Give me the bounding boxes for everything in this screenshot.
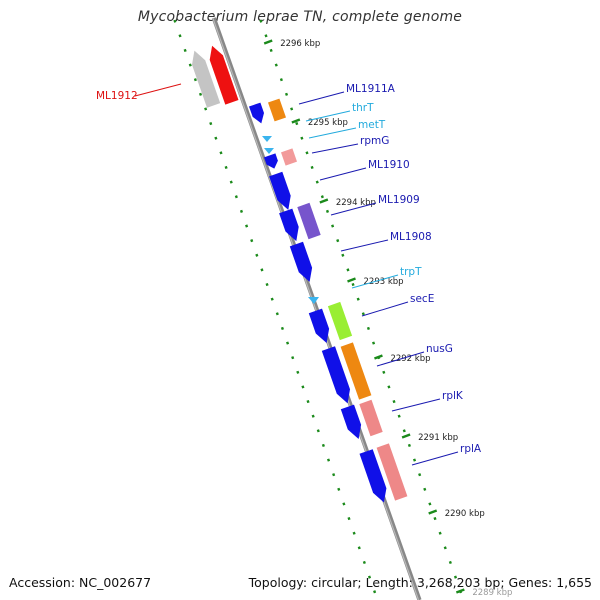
backbone-layer — [211, 17, 422, 600]
trna-mett — [264, 148, 274, 154]
gene-label[interactable]: ML1908 — [390, 231, 432, 243]
gene-leader-line — [305, 110, 351, 122]
gene-leader-line — [391, 398, 441, 412]
gene-label[interactable]: trpT — [400, 266, 422, 278]
gene-leader-line — [361, 301, 409, 317]
topology-text: Topology: circular; Length: 3,268,203 bp… — [248, 575, 592, 590]
gene-arrow-rplk — [340, 404, 362, 439]
kbp-tick-label: 2294 kbp — [336, 198, 376, 208]
gene-leader-line — [376, 351, 425, 367]
gene-cog-rplk — [359, 399, 383, 437]
kbp-tick-label: 2295 kbp — [308, 118, 348, 128]
kbp-tick — [291, 118, 301, 124]
backbone-highlight — [212, 17, 420, 600]
gene-label[interactable]: secE — [410, 293, 434, 305]
gene-cog-rpmg — [281, 148, 297, 166]
gene-cog-rpla — [376, 443, 408, 501]
gene-label[interactable]: thrT — [352, 102, 374, 114]
kbp-tick — [319, 198, 329, 204]
kbp-tick — [401, 433, 411, 439]
kbp-tick-label: 2296 kbp — [280, 39, 320, 49]
trna-thrt — [262, 136, 272, 142]
kbp-tick-label: 2289 kbp — [472, 588, 512, 598]
gene-label[interactable]: metT — [358, 119, 386, 131]
gene-arrow-rpla — [359, 449, 387, 503]
kbp-tick-label: 2292 kbp — [390, 354, 430, 364]
gene-label[interactable]: rpmG — [360, 135, 389, 147]
gene-cog-sece — [327, 301, 353, 341]
gene-arrow-ml1909 — [279, 208, 299, 242]
gene-arrow-ml1912 — [209, 45, 239, 105]
gene-cog-ml1909 — [297, 202, 321, 240]
gene-label[interactable]: rplA — [460, 443, 482, 455]
ruler-outer-left — [173, 19, 379, 600]
gene-arrow-ml1910 — [269, 171, 291, 210]
kbp-tick-label: 2290 kbp — [445, 509, 485, 519]
gene-leader-line — [330, 202, 377, 216]
gene-leader-line — [308, 127, 357, 139]
kbp-tick — [374, 354, 383, 360]
gene-arrow-rpmg — [264, 153, 278, 169]
gene-label[interactable]: rplK — [442, 390, 464, 402]
gene-label[interactable]: ML1911A — [346, 83, 396, 95]
feature-layer — [192, 45, 408, 503]
map-title: Mycobacterium leprae TN, complete genome — [137, 9, 463, 25]
kbp-tick-label: 2291 kbp — [418, 433, 458, 443]
label-layer: ML1912 ML1911A thrT metT rpmG ML1910 ML1909 ML1… — [96, 83, 482, 466]
kbp-tick — [428, 509, 438, 515]
ruler-outer-right — [259, 19, 465, 600]
gene-arrow-sece — [308, 308, 330, 343]
accession-text: Accession: NC_002677 — [9, 575, 152, 590]
gene-leader-line — [340, 239, 389, 252]
gene-leader-line — [311, 143, 359, 154]
gene-arrow-ml1908 — [289, 241, 313, 282]
backbone-line — [211, 17, 422, 600]
kbp-tick-label: 2293 kbp — [364, 277, 404, 287]
gene-leader-line — [351, 274, 399, 289]
kbp-tick — [455, 588, 465, 594]
gene-leader-line — [134, 83, 182, 97]
kbp-tick — [263, 39, 273, 45]
gene-arrow-ml1912-shadow — [192, 50, 221, 108]
gene-label[interactable]: ML1912 — [96, 90, 138, 102]
gene-label[interactable]: nusG — [426, 343, 453, 355]
gene-label[interactable]: ML1909 — [378, 194, 420, 206]
kbp-tick — [347, 277, 356, 283]
gene-arrow-nusg — [321, 346, 350, 404]
gene-cog-nusg — [340, 342, 372, 400]
gene-label[interactable]: ML1910 — [368, 159, 410, 171]
gene-arrow-ml1911a — [249, 102, 264, 124]
trna-trpt — [308, 297, 319, 304]
gene-leader-line — [298, 91, 345, 105]
gene-leader-line — [411, 451, 459, 466]
ruler-layer: 2296 kbp 2295 kbp 2294 kbp 2293 kbp 2292 kbp… — [173, 19, 512, 600]
gene-cog-ml1911a — [268, 98, 286, 122]
gene-leader-line — [319, 167, 367, 181]
